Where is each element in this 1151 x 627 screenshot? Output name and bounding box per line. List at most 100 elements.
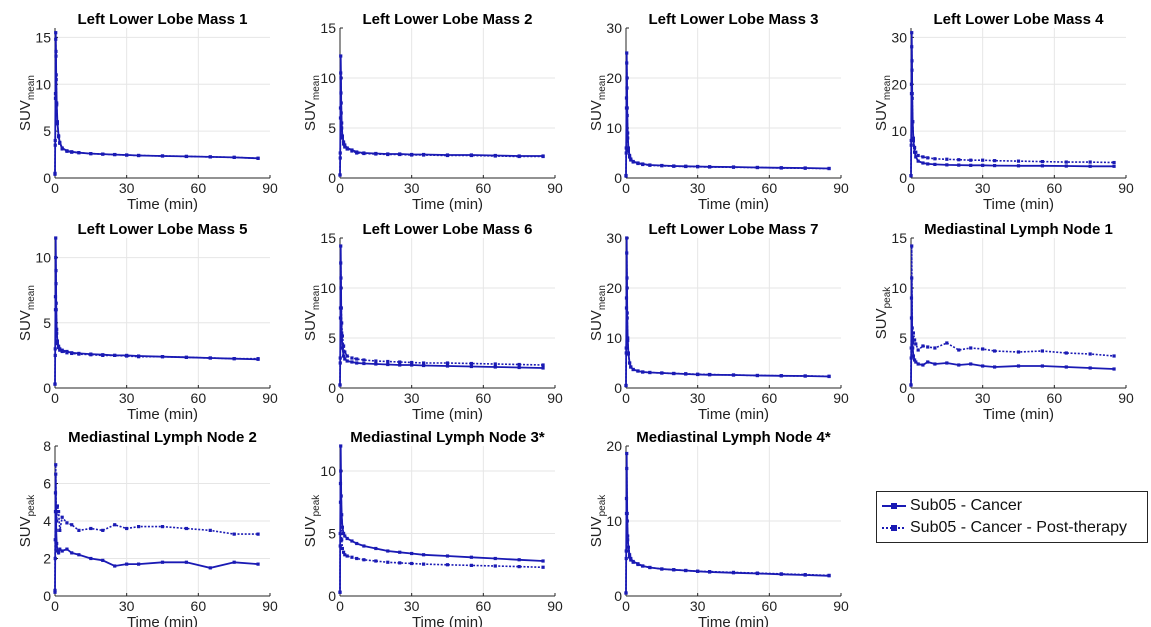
subplot-8: 0 30 60 90 0 5 10 15 Mediastinal Lymph Node 1 Tim… xyxy=(873,221,1134,423)
series-post-therapy-point xyxy=(410,561,414,566)
series-post-therapy-point xyxy=(445,153,450,158)
series-post-therapy-point xyxy=(410,360,414,365)
series-cancer-point xyxy=(58,547,62,551)
subplot-7: 0 30 60 90 0 10 20 30 Left Lower Lobe Mass 7 Time… xyxy=(588,221,849,423)
series-post-therapy-point xyxy=(624,151,628,155)
series-cancer-point xyxy=(541,366,545,370)
plot-title: Mediastinal Lymph Node 4* xyxy=(636,429,831,446)
series-post-therapy-line xyxy=(54,39,259,175)
y-tick-label: 30 xyxy=(891,29,907,45)
x-axis-label: Time (min) xyxy=(127,406,198,423)
series-post-therapy-point xyxy=(625,286,629,290)
series-cancer-point xyxy=(916,362,920,366)
series-cancer-point xyxy=(517,558,521,562)
series-post-therapy-point xyxy=(945,341,949,345)
series-post-therapy-point xyxy=(1112,354,1116,358)
y-axis-label: SUVpeak xyxy=(17,494,37,548)
y-tick-label: 10 xyxy=(891,280,907,296)
series-cancer-point xyxy=(89,556,93,561)
series-cancer-point xyxy=(345,536,349,541)
series-cancer-point xyxy=(343,534,347,538)
series-post-therapy-point xyxy=(53,172,57,176)
series-post-therapy-point xyxy=(53,143,57,147)
series-post-therapy-point xyxy=(684,372,688,376)
series-cancer-point xyxy=(256,562,260,566)
series-post-therapy-point xyxy=(969,346,973,350)
series-post-therapy-point xyxy=(1016,159,1021,163)
series-post-therapy-point xyxy=(398,360,402,364)
series-post-therapy-point xyxy=(422,562,426,566)
series-post-therapy-point xyxy=(914,342,918,346)
series-post-therapy-point xyxy=(232,357,236,361)
legend-label-post-therapy: Sub05 - Cancer - Post-therapy xyxy=(910,519,1127,536)
series-cancer-point xyxy=(957,363,961,367)
series-post-therapy-point xyxy=(184,154,188,159)
x-axis-label: Time (min) xyxy=(412,614,483,627)
series-post-therapy-point xyxy=(969,158,973,162)
series-post-therapy-point xyxy=(339,519,343,523)
x-tick-label: 0 xyxy=(336,598,344,614)
series-cancer-point xyxy=(625,276,629,280)
series-post-therapy-point xyxy=(101,152,105,156)
y-axis-label: SUVmean xyxy=(17,285,37,341)
series-cancer-point xyxy=(410,363,414,367)
y-axis-label: SUVpeak xyxy=(302,494,322,548)
series-post-therapy-point xyxy=(672,164,676,168)
series-post-therapy-point xyxy=(493,564,497,568)
series-cancer-point xyxy=(386,549,390,553)
series-post-therapy-point xyxy=(362,558,366,562)
series-post-therapy-point xyxy=(1040,349,1044,353)
series-post-therapy-point xyxy=(54,37,58,41)
series-post-therapy-point xyxy=(89,152,93,156)
y-tick-label: 20 xyxy=(891,76,907,92)
series-cancer-point xyxy=(625,451,629,456)
series-post-therapy-point xyxy=(113,523,117,527)
subplot-3: 0 30 60 90 0 10 20 30 Left Lower Lobe Mass 3 Time… xyxy=(588,11,849,213)
series-cancer-point xyxy=(910,59,914,63)
series-cancer-point xyxy=(1016,364,1021,368)
series-post-therapy-point xyxy=(338,590,342,594)
series-post-therapy-point xyxy=(626,338,630,343)
plot-title: Left Lower Lobe Mass 5 xyxy=(77,221,247,238)
y-tick-label: 30 xyxy=(606,230,622,246)
series-post-therapy-point xyxy=(631,160,635,164)
series-post-therapy-point xyxy=(343,350,347,354)
series-post-therapy-point xyxy=(339,91,343,95)
series-cancer-point xyxy=(981,163,985,167)
y-tick-label: 0 xyxy=(614,170,622,186)
series-post-therapy-point xyxy=(493,362,497,366)
series-post-therapy-point xyxy=(1088,352,1092,356)
series-post-therapy-point xyxy=(627,155,632,159)
series-post-therapy-point xyxy=(803,166,807,170)
y-tick-label: 30 xyxy=(606,20,622,36)
subplot-2: 0 30 60 90 0 5 10 15 Left Lower Lobe Mass 2 Time … xyxy=(302,11,563,213)
y-tick-label: 5 xyxy=(328,526,336,542)
series-post-therapy-point xyxy=(731,570,736,574)
x-tick-label: 0 xyxy=(51,180,59,196)
series-post-therapy-point xyxy=(827,573,831,577)
series-post-therapy-point xyxy=(672,568,676,572)
series-cancer-point xyxy=(386,362,390,367)
y-tick-label: 15 xyxy=(320,20,336,36)
series-cancer-point xyxy=(912,358,917,362)
series-post-therapy-point xyxy=(625,519,629,523)
x-tick-label: 90 xyxy=(1118,180,1134,196)
series-cancer-point xyxy=(909,138,913,143)
series-post-therapy-point xyxy=(933,157,937,161)
series-post-therapy-point xyxy=(338,156,342,160)
series-post-therapy-point xyxy=(779,374,783,378)
series-post-therapy-point xyxy=(827,166,831,171)
x-tick-label: 30 xyxy=(975,180,991,196)
series-post-therapy-point xyxy=(53,491,58,495)
series-post-therapy-point xyxy=(445,361,450,365)
series-post-therapy-point xyxy=(55,103,59,107)
series-post-therapy-point xyxy=(54,54,58,58)
series-post-therapy-point xyxy=(517,565,521,569)
series-post-therapy-line xyxy=(339,262,544,386)
series-post-therapy-point xyxy=(731,373,736,377)
series-post-therapy-point xyxy=(660,567,664,571)
x-tick-label: 30 xyxy=(404,598,420,614)
series-post-therapy-point xyxy=(921,344,925,348)
series-post-therapy-point xyxy=(56,510,61,514)
series-cancer-point xyxy=(53,556,57,561)
